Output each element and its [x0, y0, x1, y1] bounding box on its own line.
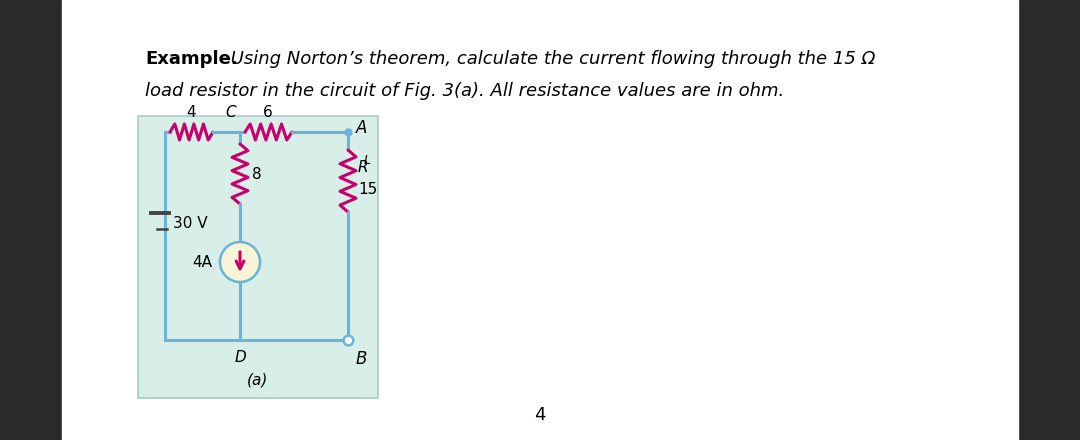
FancyBboxPatch shape	[138, 116, 378, 398]
Text: load resistor in the circuit of Fig. 3(a). All resistance values are in ohm.: load resistor in the circuit of Fig. 3(a…	[145, 82, 784, 100]
Text: 6: 6	[264, 105, 273, 120]
Text: Example.: Example.	[145, 50, 238, 68]
Text: 15: 15	[357, 181, 377, 197]
Text: 4: 4	[186, 105, 195, 120]
Bar	[1018, 0, 1080, 440]
Text: Using Norton’s theorem, calculate the current flowing through the 15 Ω: Using Norton’s theorem, calculate the cu…	[225, 50, 876, 68]
Text: 8: 8	[252, 166, 261, 181]
Text: 30 V: 30 V	[173, 216, 207, 231]
Text: (a): (a)	[247, 373, 269, 388]
Text: B: B	[356, 350, 367, 368]
Text: R: R	[357, 160, 368, 175]
Text: L: L	[364, 154, 372, 167]
Text: 4A: 4A	[192, 254, 212, 269]
Text: 4: 4	[535, 406, 545, 424]
Text: D: D	[234, 350, 246, 365]
Bar	[62, 0, 1018, 440]
Text: C: C	[226, 105, 237, 120]
Bar	[0, 0, 62, 440]
Circle shape	[220, 242, 260, 282]
Text: A: A	[356, 119, 367, 137]
